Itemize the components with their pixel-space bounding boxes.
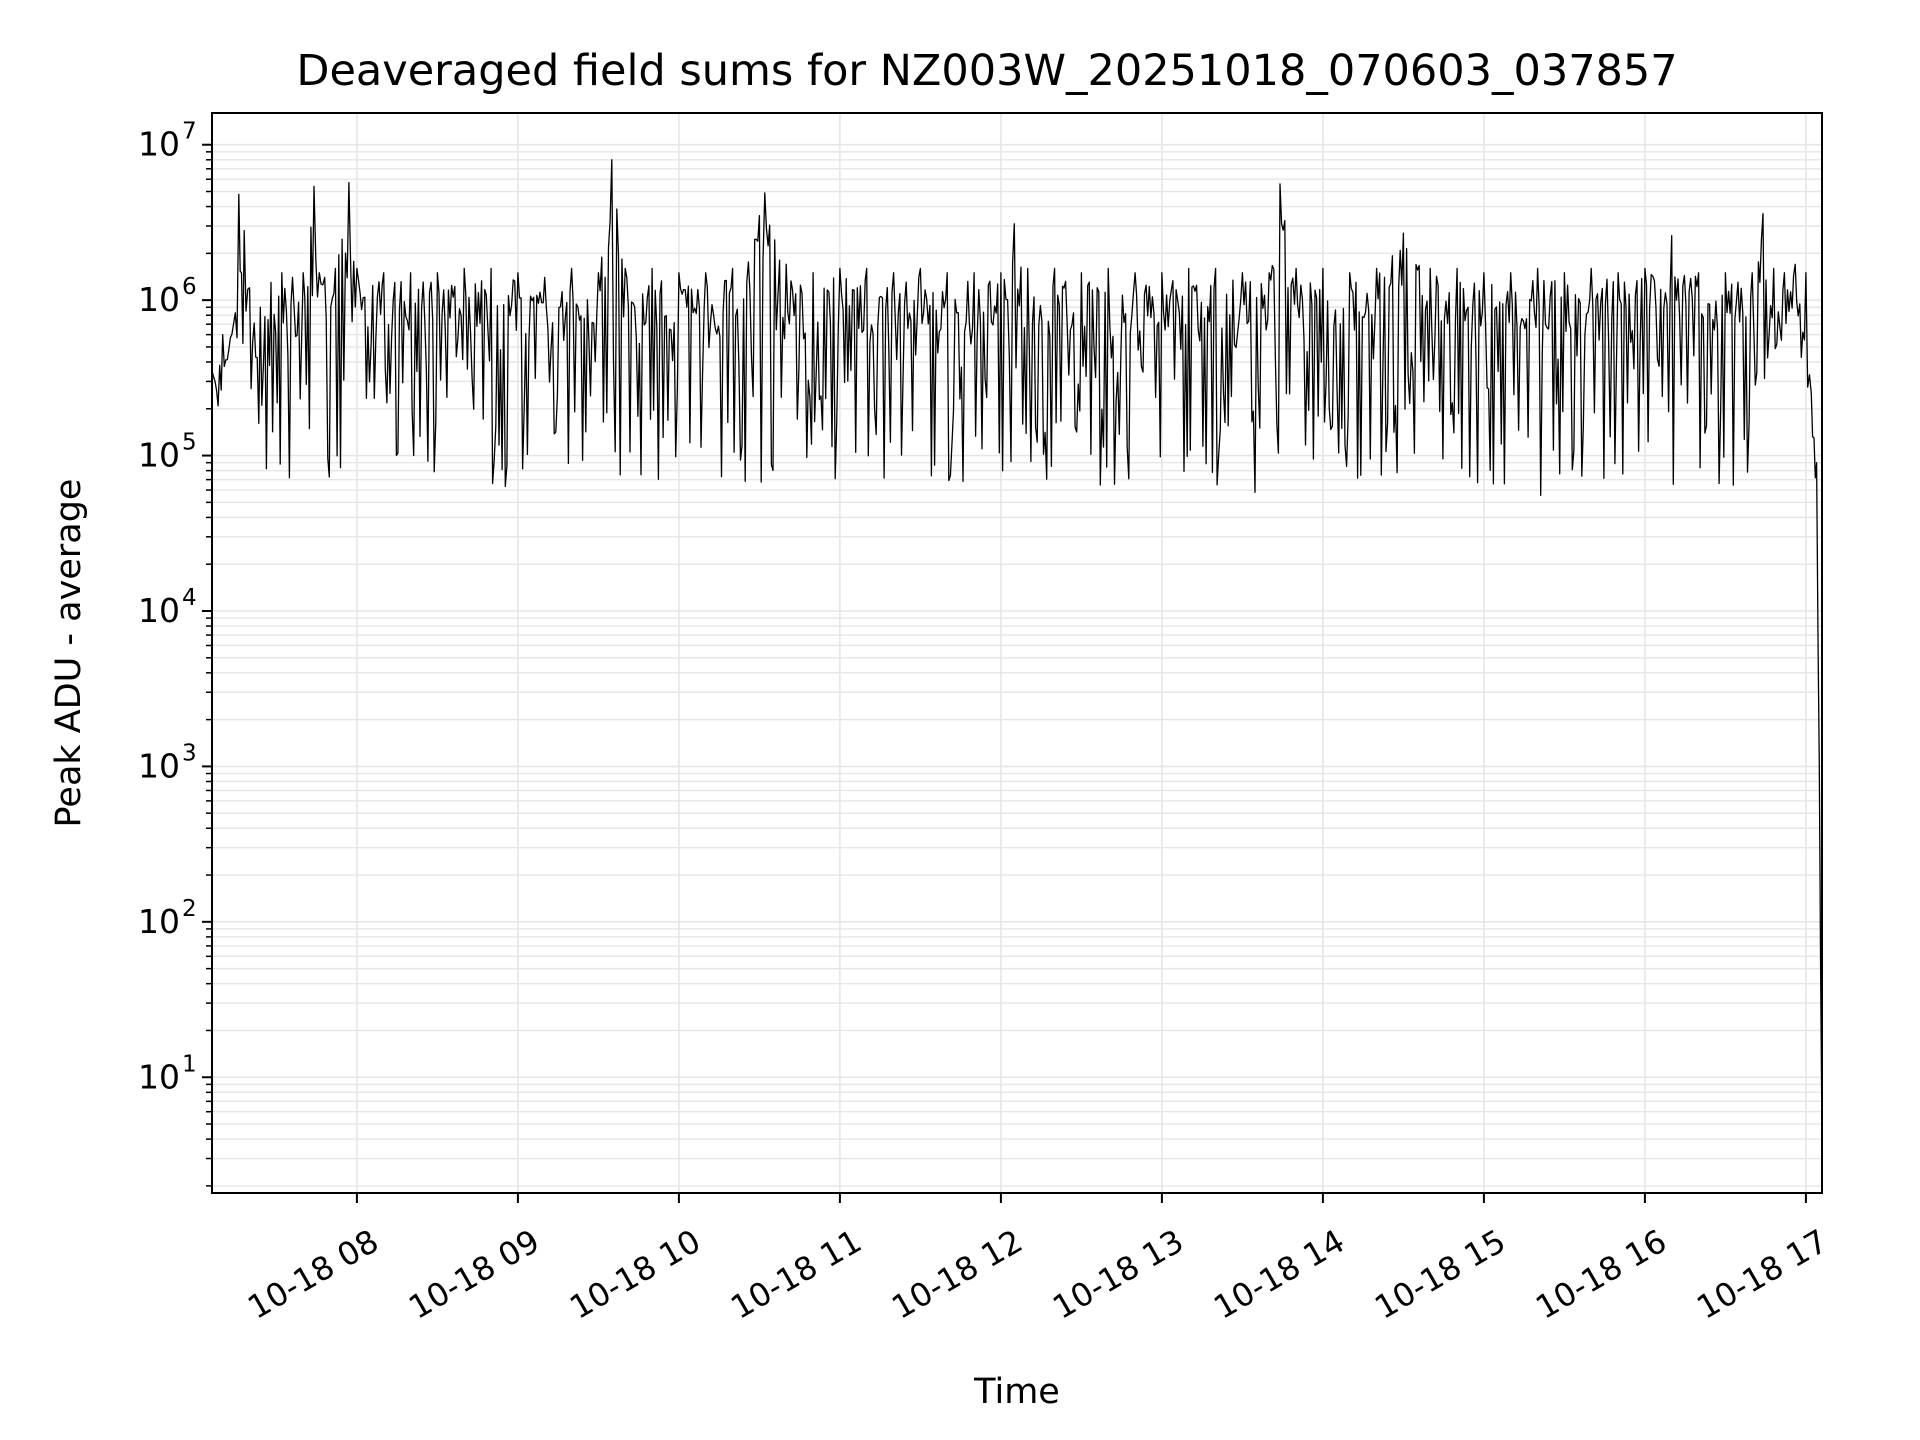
x-tick-label: 10-18 11 <box>724 1222 868 1327</box>
x-tick-label: 10-18 16 <box>1529 1222 1673 1327</box>
data-series <box>211 159 1823 1140</box>
y-tick-label: 10 <box>138 746 180 785</box>
y-tick-base: 10 <box>138 280 180 319</box>
y-tick-base: 10 <box>138 591 180 630</box>
y-tick-exponent: 4 <box>182 585 197 611</box>
y-tick-label: 10 <box>138 902 180 941</box>
y-tick-base: 10 <box>138 125 180 164</box>
chart-title: Deaveraged field sums for NZ003W_2025101… <box>296 46 1677 96</box>
x-tick-label: 10-18 12 <box>885 1222 1029 1327</box>
y-tick-base: 10 <box>138 436 180 475</box>
x-tick-label: 10-18 10 <box>563 1222 707 1327</box>
x-tick-label: 10-18 15 <box>1368 1222 1512 1327</box>
series-line <box>211 159 1823 1140</box>
y-tick-base: 10 <box>138 902 180 941</box>
y-tick-label: 10 <box>138 280 180 319</box>
x-tick-label: 10-18 13 <box>1046 1222 1190 1327</box>
y-tick-label: 10 <box>138 436 180 475</box>
y-tick-exponent: 2 <box>182 896 197 922</box>
y-tick-label: 10 <box>138 1057 180 1096</box>
y-tick-label: 10 <box>138 125 180 164</box>
y-gridlines <box>212 143 1822 1187</box>
y-tick-exponent: 1 <box>182 1051 197 1077</box>
x-tick-label: 10-18 08 <box>241 1222 385 1327</box>
axes-frame <box>211 112 1823 1194</box>
y-tick-base: 10 <box>138 746 180 785</box>
y-tick-exponent: 3 <box>182 740 197 766</box>
x-axis-ticks: 10-18 08 10-18 09 10-18 10 10-18 11 10-18 12… <box>241 1193 1834 1327</box>
y-axis-label: Peak ADU - average <box>49 479 89 828</box>
x-tick-label: 10-18 17 <box>1690 1222 1834 1327</box>
y-tick-base: 10 <box>138 1057 180 1096</box>
y-tick-exponent: 6 <box>182 274 197 300</box>
y-tick-exponent: 7 <box>182 119 197 145</box>
y-tick-label: 10 <box>138 591 180 630</box>
x-tick-label: 10-18 14 <box>1207 1222 1351 1327</box>
y-tick-exponent: 5 <box>182 430 197 456</box>
x-axis-label: Time <box>973 1372 1060 1412</box>
x-tick-label: 10-18 09 <box>402 1222 546 1327</box>
